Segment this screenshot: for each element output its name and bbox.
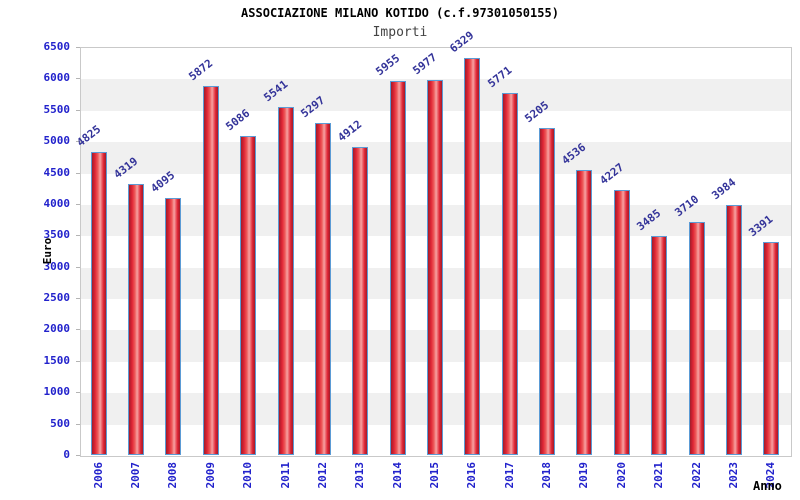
x-axis-tick-label: 2011 bbox=[278, 462, 292, 489]
bar-2007 bbox=[128, 183, 145, 455]
bar-2024 bbox=[763, 242, 780, 455]
bar-2015 bbox=[427, 79, 443, 455]
y-tick bbox=[76, 78, 80, 80]
x-axis-tick-label: 2008 bbox=[166, 462, 180, 489]
y-tick bbox=[76, 172, 80, 174]
x-axis-tick-label: 2012 bbox=[315, 462, 329, 489]
bar-2017 bbox=[501, 92, 518, 455]
x-axis-tick-label: 2021 bbox=[652, 462, 666, 489]
x-axis-tick-label: 2020 bbox=[614, 462, 628, 489]
y-tick bbox=[76, 47, 80, 48]
x-axis-tick-label: 2006 bbox=[91, 462, 105, 489]
y-axis-tick-label: 5500 bbox=[43, 102, 71, 116]
bar-2018 bbox=[539, 128, 556, 455]
y-tick bbox=[76, 109, 80, 111]
bar-2016 bbox=[464, 57, 481, 455]
y-axis-tick-label: 3500 bbox=[43, 228, 71, 242]
y-tick bbox=[76, 360, 80, 362]
y-axis-tick-label: 500 bbox=[50, 416, 70, 430]
x-axis-tick-label: 2013 bbox=[353, 462, 367, 489]
y-axis-tick-label: 2000 bbox=[43, 322, 71, 336]
y-axis-tick-label: 4500 bbox=[43, 165, 71, 179]
y-tick bbox=[76, 392, 80, 394]
grid-band bbox=[81, 48, 791, 80]
x-axis-tick-label: 2017 bbox=[502, 462, 516, 489]
bar-2013 bbox=[352, 146, 369, 455]
y-axis-tick-label: 1000 bbox=[43, 385, 71, 399]
bar-2021 bbox=[651, 236, 668, 455]
x-axis-tick-label: 2014 bbox=[390, 462, 404, 489]
y-tick bbox=[76, 141, 80, 143]
y-axis-tick-label: 5000 bbox=[43, 134, 71, 148]
x-axis-tick-label: 2007 bbox=[129, 462, 143, 489]
bar-2023 bbox=[725, 204, 742, 455]
x-axis-title: Anno bbox=[753, 479, 782, 493]
y-axis-tick-label: 3000 bbox=[43, 259, 71, 273]
bar-2019 bbox=[576, 170, 593, 455]
bar-2010 bbox=[240, 135, 257, 455]
x-axis-tick-label: 2023 bbox=[726, 462, 740, 489]
bar-2022 bbox=[688, 222, 705, 455]
x-axis-tick-label: 2022 bbox=[689, 462, 703, 489]
x-axis-tick-label: 2010 bbox=[241, 462, 255, 489]
y-tick bbox=[76, 455, 80, 456]
y-tick bbox=[76, 203, 80, 205]
y-tick bbox=[76, 423, 80, 425]
y-axis-tick-label: 1500 bbox=[43, 353, 71, 367]
y-tick bbox=[76, 266, 80, 268]
chart-subtitle: Importi bbox=[372, 25, 428, 40]
x-axis-tick-label: 2015 bbox=[428, 462, 441, 489]
y-axis-tick-label: 6000 bbox=[43, 71, 71, 85]
y-tick bbox=[76, 298, 80, 300]
y-tick bbox=[76, 235, 80, 237]
chart-title: ASSOCIAZIONE MILANO KOTIDO (c.f.97301050… bbox=[241, 6, 559, 20]
y-axis-title: Euro bbox=[41, 237, 54, 265]
bar-2011 bbox=[277, 107, 294, 455]
bar-2020 bbox=[613, 189, 630, 455]
x-axis-tick-label: 2016 bbox=[465, 462, 479, 489]
bar-2006 bbox=[90, 152, 107, 455]
bar-2008 bbox=[165, 197, 182, 455]
x-axis-tick-label: 2009 bbox=[203, 462, 217, 489]
x-axis-tick-label: 2019 bbox=[577, 462, 591, 489]
y-axis-tick-label: 2500 bbox=[43, 291, 71, 305]
y-axis-tick-label: 0 bbox=[63, 448, 70, 461]
y-axis-tick-label: 6500 bbox=[43, 40, 71, 53]
bar-2014 bbox=[389, 81, 406, 455]
y-axis-tick-label: 4000 bbox=[43, 196, 71, 210]
y-tick bbox=[76, 329, 80, 331]
bar-2009 bbox=[202, 86, 219, 455]
bar-2012 bbox=[314, 122, 331, 455]
x-axis-tick-label: 2018 bbox=[540, 462, 554, 489]
